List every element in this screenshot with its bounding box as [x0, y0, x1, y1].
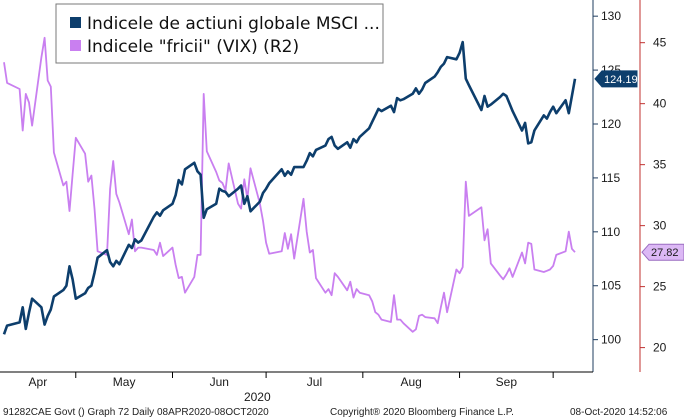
tick-label-right: 45	[653, 36, 667, 50]
month-label: Aug	[401, 375, 422, 389]
series-line-msci	[2, 40, 577, 335]
month-label: Apr	[29, 375, 48, 389]
last-value-badge-vix: 27.82	[641, 243, 684, 261]
tick-label-left: 115	[601, 171, 620, 185]
tick-label-right: 30	[653, 219, 667, 233]
legend-box	[55, 3, 384, 64]
month-label: Jun	[210, 375, 229, 389]
month-label: May	[113, 375, 136, 389]
footer: 91282CAE Govt () Graph 72 Daily 08APR202…	[3, 407, 668, 418]
legend: Indicele de actiuni globale MSCI ... Ind…	[55, 3, 384, 64]
series-line-vix	[3, 36, 576, 333]
tick-label-right: 25	[653, 280, 667, 294]
legend-swatch-vix	[70, 40, 81, 51]
year-label: 2020	[244, 390, 271, 404]
series-layer	[2, 36, 577, 335]
month-label: Jul	[307, 375, 322, 389]
legend-label-vix: Indicele "fricii" (VIX) (R2)	[87, 37, 299, 57]
tick-label-left: 130	[601, 9, 621, 23]
tick-label-left: 110	[601, 225, 620, 239]
month-label: Sep	[496, 375, 518, 389]
last-value-badge-msci-text: 124.19	[604, 74, 638, 86]
tick-label-left: 120	[601, 117, 621, 131]
footer-copyright: Copyright® 2020 Bloomberg Finance L.P.	[330, 407, 514, 418]
tick-label-right: 35	[653, 158, 667, 172]
last-value-badge-msci: 124.19	[594, 70, 638, 88]
footer-timestamp: 08-Oct-2020 14:52:06	[570, 407, 668, 418]
legend-label-msci: Indicele de actiuni globale MSCI ...	[87, 14, 380, 34]
last-value-badge-vix-text: 27.82	[651, 247, 679, 259]
footer-graph-info: 91282CAE Govt () Graph 72 Daily 08APR202…	[3, 407, 269, 418]
tick-label-left: 105	[601, 279, 621, 293]
tick-label-right: 20	[653, 341, 667, 355]
legend-swatch-msci	[70, 17, 81, 28]
tick-label-right: 40	[653, 97, 667, 111]
tick-label-left: 100	[601, 333, 621, 347]
